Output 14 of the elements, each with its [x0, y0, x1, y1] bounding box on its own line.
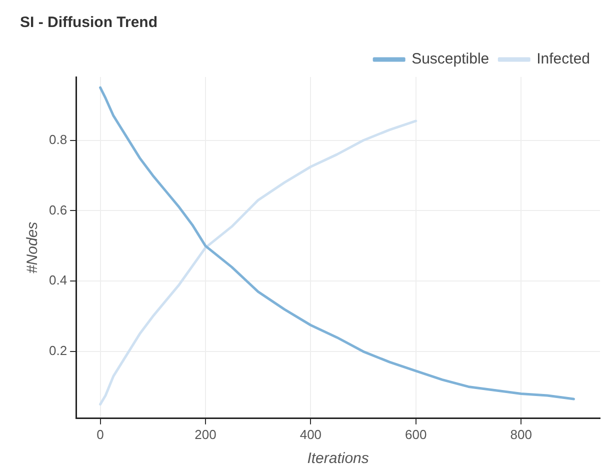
y-tick-label: 0.8: [48, 132, 68, 147]
x-tick-label: 0: [96, 426, 104, 442]
x-tick-label: 200: [194, 426, 216, 442]
x-tick-label: 600: [405, 426, 427, 442]
legend-label: Susceptible: [412, 50, 490, 68]
x-tick-label: 800: [510, 426, 532, 442]
y-tick-label: 0.4: [48, 272, 68, 288]
y-tick-label: 0.6: [48, 202, 68, 218]
x-tick-label: 400: [300, 426, 322, 442]
y-axis-title: #Nodes: [24, 221, 42, 274]
x-axis-title: Iterations: [307, 450, 370, 468]
legend-label: Infected: [536, 50, 590, 68]
chart-title: SI - Diffusion Trend: [20, 14, 158, 32]
y-tick-label: 0.2: [48, 343, 68, 358]
